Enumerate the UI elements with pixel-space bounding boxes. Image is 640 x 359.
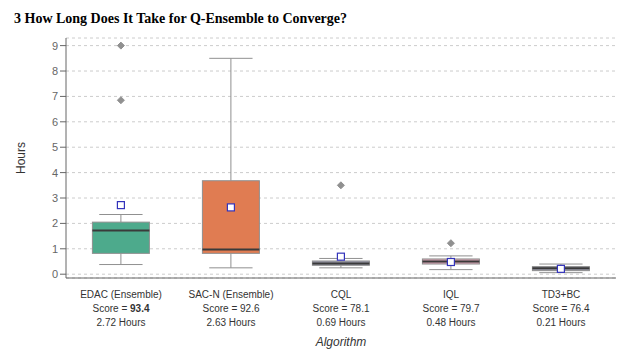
svg-text:EDAC (Ensemble): EDAC (Ensemble) — [80, 289, 162, 300]
svg-text:SAC-N (Ensemble): SAC-N (Ensemble) — [188, 289, 273, 300]
svg-text:Score = 93.4: Score = 93.4 — [93, 303, 150, 314]
html-text:3 How Long Does It Take for Q-: 3 How Long Does It Take for Q-Ensemble t… — [14, 11, 347, 26]
svg-text:CQL: CQL — [331, 289, 352, 300]
svg-text:0.69 Hours: 0.69 Hours — [317, 317, 366, 328]
svg-text:9: 9 — [52, 40, 58, 52]
svg-text:0.48 Hours: 0.48 Hours — [427, 317, 476, 328]
svg-text:2: 2 — [52, 217, 58, 229]
svg-text:8: 8 — [52, 65, 58, 77]
svg-text:2.63 Hours: 2.63 Hours — [207, 317, 256, 328]
svg-text:Score = 79.7: Score = 79.7 — [423, 303, 480, 314]
svg-text:TD3+BC: TD3+BC — [542, 289, 581, 300]
svg-text:6: 6 — [52, 116, 58, 128]
svg-text:Score = 92.6: Score = 92.6 — [203, 303, 260, 314]
svg-text:0: 0 — [52, 268, 58, 280]
svg-text:Score = 78.1: Score = 78.1 — [313, 303, 370, 314]
svg-text:Score = 76.4: Score = 76.4 — [533, 303, 590, 314]
svg-text:3: 3 — [52, 192, 58, 204]
svg-text:1: 1 — [52, 243, 58, 255]
svg-text:0.21 Hours: 0.21 Hours — [537, 317, 586, 328]
svg-text:Hours: Hours — [14, 142, 28, 174]
svg-text:5: 5 — [52, 141, 58, 153]
svg-text:Algorithm: Algorithm — [315, 335, 367, 349]
svg-text:4: 4 — [52, 167, 58, 179]
svg-text:7: 7 — [52, 90, 58, 102]
svg-text:2.72 Hours: 2.72 Hours — [97, 317, 146, 328]
svg-text:IQL: IQL — [443, 289, 460, 300]
